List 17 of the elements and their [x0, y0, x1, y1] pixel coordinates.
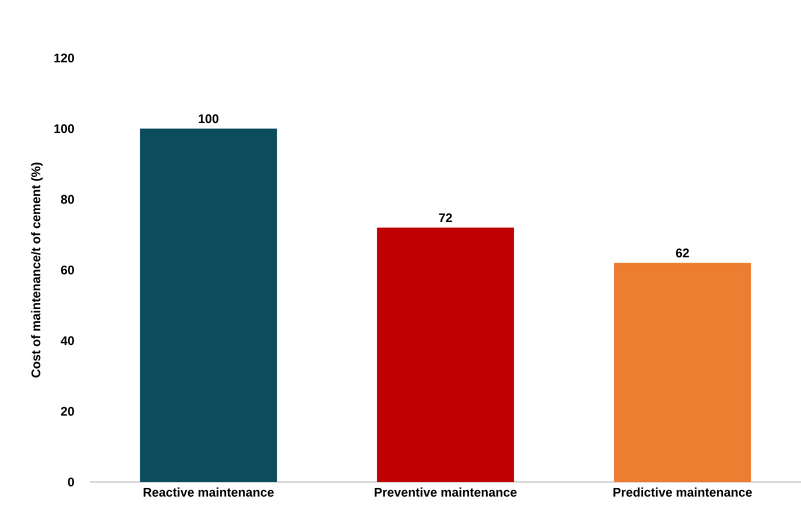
bar — [614, 262, 751, 482]
bar — [140, 128, 278, 482]
bar — [377, 228, 514, 482]
x-tick-label: Preventive maintenance — [374, 488, 517, 497]
data-label: 72 — [439, 213, 452, 222]
y-tick-label: 20 — [61, 406, 74, 416]
y-tick-label: 120 — [54, 54, 74, 62]
data-label: 62 — [676, 248, 689, 258]
y-tick-label: 80 — [60, 194, 74, 204]
y-tick-label: 60 — [61, 266, 74, 274]
x-tick-label: Predictive maintenance — [614, 488, 752, 497]
y-tick-label: 40 — [60, 336, 74, 346]
y-tick-label: 0 — [68, 478, 74, 486]
data-label: 100 — [198, 114, 218, 124]
y-tick-label: 100 — [54, 124, 74, 134]
y-axis-title: Cost of maintenance/t of cement (%) — [31, 162, 43, 378]
x-tick-label: Reactive maintenance — [144, 488, 274, 497]
